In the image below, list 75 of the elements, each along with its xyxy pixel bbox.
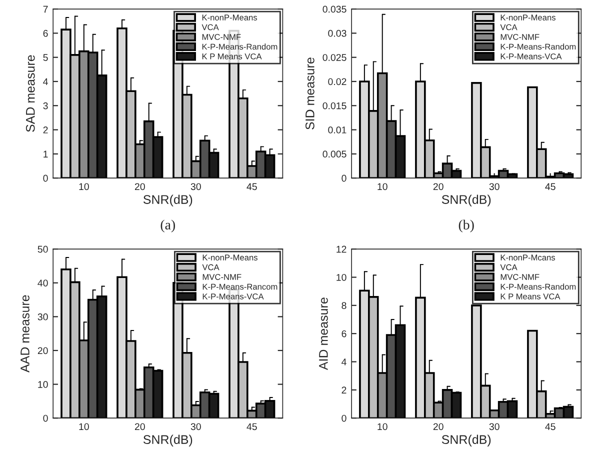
x-tick-label: 20: [433, 423, 444, 430]
y-tick-label: 0: [342, 414, 346, 422]
x-axis-title: SNR(dB): [442, 194, 491, 206]
y-tick-label: 0.025: [322, 54, 346, 61]
x-tick-label: 30: [489, 423, 500, 430]
x-axis-title: SNR(dB): [442, 434, 491, 446]
x-tick-label: 45: [545, 423, 556, 430]
y-axis-title: AAD measure: [20, 295, 30, 372]
y-tick-label: 0.01: [328, 126, 346, 134]
y-tick-label: 50: [38, 246, 48, 253]
legend-label: K-P-Means-Random: [202, 44, 278, 50]
y-tick-label: 0.005: [322, 150, 346, 158]
legend-label: K-P-Means-VCA: [202, 294, 264, 300]
y-tick-label: 40: [38, 280, 48, 286]
y-tick-label: 20: [38, 347, 48, 354]
legend-label: MVC-NMF: [500, 274, 540, 280]
y-tick-label: 0: [43, 414, 48, 422]
y-axis-title: AID measure: [319, 298, 328, 370]
x-tick-label: 45: [246, 183, 257, 190]
y-tick-label: 4: [43, 78, 48, 86]
x-tick-label: 10: [378, 183, 388, 190]
y-tick-label: 10: [336, 274, 346, 281]
y-tick-label: 0.02: [328, 78, 346, 86]
y-tick-label: 8: [342, 302, 346, 310]
x-axis-title: SNR(dB): [143, 194, 192, 206]
legend-label: K P Means VCA: [202, 53, 262, 60]
y-tick-label: 4: [342, 358, 346, 366]
x-tick-label: 30: [190, 183, 201, 190]
y-axis-title: SAD measure: [26, 55, 35, 132]
y-tick-label: 0.03: [328, 30, 346, 37]
legend-label: K-P-Means-Random: [500, 44, 576, 50]
x-tick-label: 10: [79, 423, 89, 430]
y-tick-label: 12: [336, 246, 346, 253]
legend-label: K-nonP-Means: [202, 14, 258, 20]
legend-label: VCA: [202, 24, 219, 30]
x-tick-label: 20: [134, 423, 145, 430]
legend-label: K-nonP-Means: [202, 254, 258, 260]
y-tick-label: 0: [43, 174, 48, 182]
y-tick-label: 6: [342, 330, 346, 338]
y-tick-label: 1: [44, 150, 48, 158]
y-tick-label: 2: [342, 386, 346, 394]
y-tick-label: 3: [43, 102, 48, 110]
text: (b): [458, 220, 474, 232]
x-tick-label: 45: [246, 423, 257, 430]
legend-label: K P Means VCA: [500, 294, 560, 300]
y-tick-label: 10: [38, 381, 48, 388]
y-tick-label: 7: [43, 6, 48, 13]
legend-label: VCA: [500, 24, 518, 30]
x-tick-label: 30: [489, 183, 500, 190]
legend-label: K-P-Means-Rancom: [202, 284, 278, 290]
legend-label: MVC-NMF: [500, 34, 540, 40]
legend-label: K-P-Means-VCA: [500, 53, 562, 60]
y-tick-label: 0.035: [322, 6, 346, 13]
legend-label: K-nonP-Mcans: [500, 254, 556, 260]
legend-label: VCA: [202, 264, 220, 270]
legend-label: VCA: [500, 264, 518, 270]
x-tick-label: 45: [545, 183, 556, 190]
y-tick-label: 6: [43, 30, 48, 37]
y-tick-label: 0.015: [322, 102, 346, 110]
y-tick-label: 30: [38, 313, 48, 320]
y-tick-label: 2: [43, 126, 48, 134]
y-tick-label: 0: [342, 174, 346, 182]
x-tick-label: 20: [134, 183, 145, 190]
x-tick-label: 10: [79, 183, 89, 190]
legend-label: MVC-NMF: [202, 34, 241, 40]
x-axis-title: SNR(dB): [143, 434, 192, 446]
x-tick-label: 20: [433, 183, 444, 190]
y-tick-label: 5: [43, 54, 48, 61]
x-tick-label: 30: [190, 423, 201, 430]
text: (a): [160, 220, 175, 232]
y-axis-title: SID measure: [305, 58, 314, 130]
legend-label: K-P-Means-Random: [500, 284, 576, 290]
legend-label: MVC-NMF: [202, 274, 242, 280]
x-tick-label: 10: [378, 423, 388, 430]
legend-label: K-nonP-Means: [500, 14, 556, 20]
